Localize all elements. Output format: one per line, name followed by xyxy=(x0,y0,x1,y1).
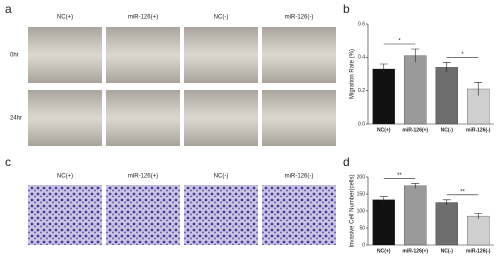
bar xyxy=(467,215,490,246)
wound-image xyxy=(28,27,102,83)
panel-label: d xyxy=(343,155,350,169)
x-tick-label: NC(+) xyxy=(377,248,391,254)
x-tick-label: NC(-) xyxy=(441,248,454,254)
y-axis-label: Invasive Cell Number(cells) xyxy=(350,174,356,247)
invasion-image xyxy=(262,185,336,245)
x-tick-label: miR-126(-) xyxy=(466,248,491,254)
significance-label: ** xyxy=(460,189,465,195)
y-axis-label: Migration Rate (%) xyxy=(350,49,356,99)
y-tick-label: 0 xyxy=(362,242,365,248)
bar xyxy=(372,68,395,125)
y-tick-label: 100 xyxy=(357,208,366,214)
panel-label: b xyxy=(343,2,350,16)
wound-image xyxy=(262,27,336,83)
error-bar xyxy=(379,196,388,203)
invasion-image xyxy=(184,185,258,245)
y-tick-label: 0.2 xyxy=(358,88,365,94)
y-tick-label: 200 xyxy=(357,174,366,180)
y-tick-label: 50 xyxy=(359,225,365,231)
column-label: miR-126(+) xyxy=(128,15,158,21)
column-label: miR-126(-) xyxy=(285,174,314,180)
bar xyxy=(372,199,395,246)
invasion-image xyxy=(106,185,180,245)
bar xyxy=(435,202,458,246)
wound-image xyxy=(184,90,258,146)
wound-image xyxy=(262,90,336,146)
significance-label: * xyxy=(398,39,401,45)
wound-image xyxy=(184,27,258,83)
column-label: NC(+) xyxy=(57,15,73,21)
y-tick-label: 0.4 xyxy=(358,55,365,61)
wound-image xyxy=(28,90,102,146)
invasion-image xyxy=(28,185,102,245)
significance-label: * xyxy=(461,52,464,58)
error-bar xyxy=(474,82,483,96)
x-tick-label: miR-126(+) xyxy=(402,127,428,133)
error-bar xyxy=(474,213,483,219)
bar xyxy=(435,67,458,125)
y-tick-label: 0.0 xyxy=(358,121,365,127)
row-label: 24hr xyxy=(10,116,22,122)
bar xyxy=(404,185,427,246)
significance-label: ** xyxy=(397,173,402,179)
column-label: miR-126(-) xyxy=(285,15,314,21)
y-tick-label: 0.6 xyxy=(358,21,365,27)
panel-label: c xyxy=(5,155,11,169)
x-tick-label: miR-126(-) xyxy=(466,127,491,133)
column-label: miR-126(+) xyxy=(128,174,158,180)
error-bar xyxy=(411,183,420,189)
x-tick-label: NC(+) xyxy=(377,127,391,133)
x-tick-label: NC(-) xyxy=(441,127,454,133)
column-label: NC(+) xyxy=(57,174,73,180)
wound-image xyxy=(106,27,180,83)
panel-label: a xyxy=(5,2,12,16)
error-bar xyxy=(411,48,420,63)
column-label: NC(-) xyxy=(214,15,229,21)
error-bar xyxy=(442,199,451,206)
error-bar xyxy=(379,63,388,74)
x-tick-label: miR-126(+) xyxy=(402,248,428,254)
wound-image xyxy=(106,90,180,146)
bar xyxy=(404,55,427,125)
error-bar xyxy=(442,62,451,73)
column-label: NC(-) xyxy=(214,174,229,180)
y-tick-label: 150 xyxy=(357,191,366,197)
row-label: 0hr xyxy=(10,53,19,59)
